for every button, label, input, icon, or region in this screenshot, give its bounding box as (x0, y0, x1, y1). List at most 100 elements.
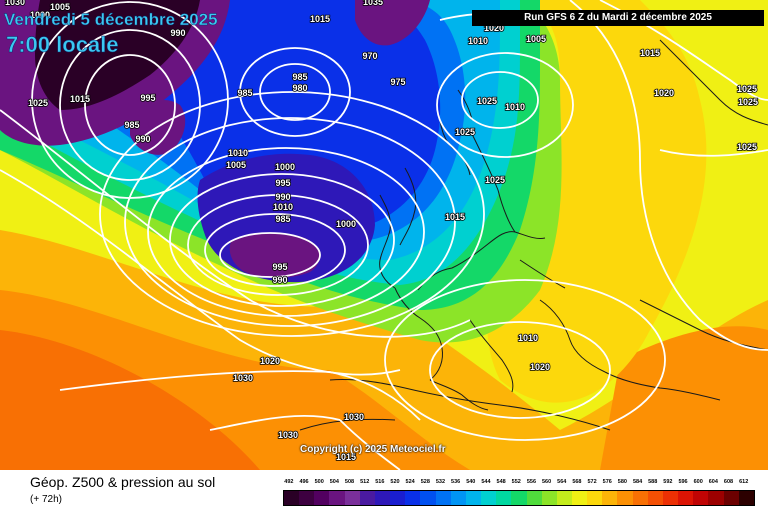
colorbar-swatch (299, 491, 315, 505)
isobar-label: 1025 (455, 127, 475, 137)
isobar-label: 1000 (30, 10, 50, 20)
isobar-label: 1030 (278, 430, 298, 440)
colorbar-label: 600 (693, 479, 703, 485)
colorbar-swatch (329, 491, 345, 505)
isobar-label: 995 (275, 178, 290, 188)
isobar-label: 985 (124, 120, 139, 130)
geopotential-field (0, 0, 768, 470)
colorbar-swatch (284, 491, 300, 505)
isobar-label: 975 (390, 77, 405, 87)
colorbar-label: 576 (602, 479, 612, 485)
isobar-label: 990 (170, 28, 185, 38)
run-info: Run GFS 6 Z du Mardi 2 décembre 2025 (472, 10, 764, 26)
isobar-label: 1005 (526, 34, 546, 44)
colorbar-label: 512 (360, 479, 370, 485)
isobar-label: 980 (292, 83, 307, 93)
isobar-label: 1015 (640, 48, 660, 58)
colorbar-swatch (359, 491, 375, 505)
isobar-label: 1035 (363, 0, 383, 7)
colorbar-label: 532 (435, 479, 446, 485)
colorbar-label: 520 (390, 479, 400, 485)
valid-time: 7:00 locale (6, 32, 119, 58)
colorbar-label: 516 (375, 479, 385, 485)
isobar-label: 1005 (50, 2, 70, 12)
isobar-label: 1030 (344, 412, 364, 422)
colorbar-label: 572 (587, 479, 597, 485)
colorbar-swatch (314, 491, 330, 505)
colorbar-label: 524 (405, 479, 415, 485)
isobar-label: 1005 (226, 160, 246, 170)
colorbar-label: 552 (511, 479, 521, 485)
isobar-label: 1010 (228, 148, 248, 158)
colorbar-swatch (708, 491, 724, 505)
isobar-label: 1015 (70, 94, 90, 104)
colorbar-swatch (450, 491, 466, 505)
isobar-label: 1025 (477, 96, 497, 106)
copyright-notice: Copyright (c) 2025 Meteociel.fr (300, 444, 446, 455)
colorbar-swatch (420, 491, 436, 505)
colorbar-label: 568 (572, 479, 582, 485)
isobars (0, 0, 768, 470)
colorbar-label: 504 (329, 479, 339, 485)
colorbar-swatch (693, 491, 709, 505)
colorbar-swatch (526, 491, 542, 505)
valid-date: Vendredi 5 décembre 2025 (4, 10, 218, 29)
isobar-label: 1020 (260, 356, 280, 366)
colorbar-swatch (465, 491, 482, 505)
colorbar-swatch (556, 491, 572, 505)
colorbar-swatch (405, 491, 421, 505)
isobar-label: 995 (140, 93, 155, 103)
colorbar-label: 560 (542, 479, 552, 485)
isobar-label: 1030 (233, 373, 253, 383)
colorbar-swatch (374, 491, 391, 505)
colorbar-swatch (662, 491, 679, 505)
colorbar-label: 492 (284, 479, 294, 485)
colorbar-labels: 492 496 500 504 508 512 516 520 524 528 532 536 540 5… (283, 479, 753, 489)
isobar-label: 1030 (5, 0, 25, 7)
isobar-label: 1000 (275, 162, 295, 172)
colorbar-swatch (678, 491, 694, 505)
colorbar-label: 536 (451, 479, 461, 485)
colorbar-label: 580 (617, 479, 627, 485)
colorbar-label: 496 (299, 479, 309, 485)
isobar-label: 1020 (654, 88, 674, 98)
isobar-label: 1010 (468, 36, 488, 46)
isobar-label: 1020 (484, 23, 504, 33)
isobar-label: 1015 (336, 452, 356, 462)
isobar-label: 1025 (737, 84, 757, 94)
isobar-label: 1025 (485, 175, 505, 185)
colorbar-label: 592 (663, 479, 673, 485)
isobar-label: 1025 (28, 98, 48, 108)
isobar-label: 1020 (530, 362, 550, 372)
coastlines (299, 39, 768, 431)
isobar-label: 1015 (310, 14, 330, 24)
colorbar-label: 500 (314, 479, 324, 485)
footer: Géop. Z500 & pression au sol (+ 72h) 492… (0, 470, 768, 512)
isobar-label: 990 (272, 275, 287, 285)
isobar-label: 1010 (273, 202, 293, 212)
isobar-label: 970 (362, 51, 377, 61)
colorbar-label: 556 (526, 479, 537, 485)
colorbar-label: 508 (344, 479, 355, 485)
isobar-label: 985 (237, 88, 252, 98)
isobar-label: 1025 (738, 97, 758, 107)
colorbar-label: 604 (708, 479, 718, 485)
isobar-label: 990 (275, 192, 290, 202)
colorbar-swatch (481, 491, 497, 505)
isobar-label: 1000 (336, 219, 356, 229)
isobar-label: 995 (272, 262, 287, 272)
colorbar-swatch (738, 491, 754, 505)
forecast-lead: (+ 72h) (30, 494, 62, 505)
isobar-label: 1010 (518, 333, 538, 343)
colorbar-swatch (617, 491, 633, 505)
colorbar-swatch (435, 491, 451, 505)
colorbar-label: 584 (632, 479, 643, 485)
colorbar-label: 596 (678, 479, 688, 485)
colorbar-swatch (496, 491, 512, 505)
colorbar-label: 608 (723, 479, 734, 485)
isobar-label: 1010 (505, 102, 525, 112)
colorbar-label: 588 (648, 479, 658, 485)
colorbar-swatch (571, 491, 588, 505)
